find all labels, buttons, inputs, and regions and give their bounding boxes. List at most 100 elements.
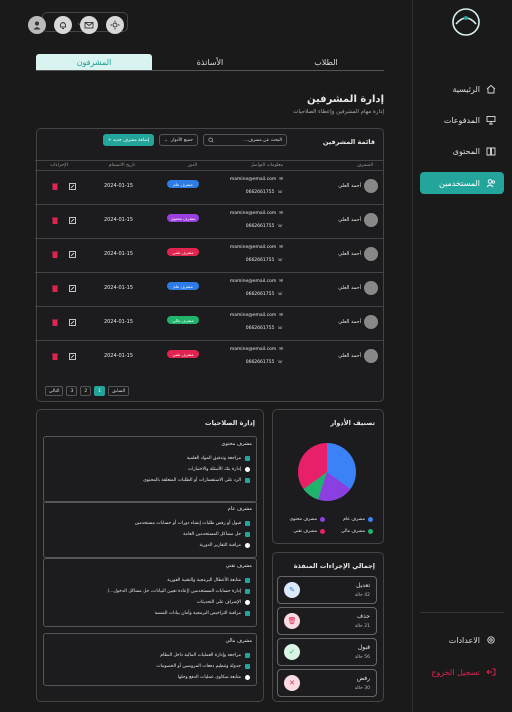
group-title: مشرف عام <box>227 506 252 512</box>
phone-icon: ☏ <box>277 224 283 229</box>
settings-link[interactable]: الاعدادات <box>420 630 504 650</box>
permission-item[interactable]: متابعة الأعطال البرمجية والتقنية الفورية <box>167 578 250 583</box>
table-row[interactable]: أحمد العلي ✉ mamine@email.com ☏ 0662661755 مش… <box>35 340 383 374</box>
table-row[interactable]: أحمد العلي ✉ mamine@email.com ☏ 0662661755 مش… <box>35 170 383 204</box>
permission-checkbox[interactable] <box>245 675 250 680</box>
sidebar-item-label: المستخدمين <box>439 178 480 188</box>
col-actions: الإجراءات <box>50 163 68 168</box>
sidebar-item-label: المدفوعات <box>443 115 480 125</box>
table-row[interactable]: أحمد العلي ✉ mamine@email.com ☏ 0662661755 مش… <box>35 238 383 272</box>
permission-item[interactable]: إدارة حسابات المستخدمين (إعادة تعيين الب… <box>107 589 250 594</box>
edit-icon[interactable] <box>69 217 76 224</box>
permission-item[interactable]: مراجعة وتدقيق المواد العلمية <box>187 456 250 461</box>
summary-icon: 🗑 <box>284 613 300 629</box>
delete-icon[interactable] <box>52 285 58 292</box>
supervisor-name: أحمد العلي <box>338 251 361 257</box>
page-button-2[interactable]: 2 <box>80 386 92 396</box>
tab-supervisors[interactable]: المشرفون <box>36 54 152 70</box>
delete-icon[interactable] <box>52 319 58 326</box>
add-supervisor-button[interactable]: إضافة مشرف جديد + <box>102 134 155 146</box>
phone-text: 0662661755 <box>245 190 275 195</box>
permission-checkbox[interactable] <box>245 600 250 605</box>
avatar <box>364 247 378 261</box>
permission-checkbox[interactable] <box>245 589 250 594</box>
role-badge: مشرف عام <box>167 180 199 188</box>
permission-item[interactable]: الإشراف على التحديثات <box>197 600 250 605</box>
edit-icon[interactable] <box>69 353 76 360</box>
table-row[interactable]: أحمد العلي ✉ mamine@email.com ☏ 0662661755 مش… <box>35 272 383 306</box>
permission-item[interactable]: مراجعة وإدارة العمليات المالية داخل النظ… <box>160 653 250 658</box>
permission-checkbox[interactable] <box>245 543 250 548</box>
permission-group: مشرف محتوى مراجعة وتدقيق المواد العلمية إد… <box>43 436 257 503</box>
permission-item[interactable]: إدارة بنك الأسئلة والاختبارات <box>188 467 250 472</box>
permission-item[interactable]: قبول أو رفض طلبات إنشاء دورات أو حسابات … <box>135 521 250 526</box>
tab-bar: الطلاب الأساتذة المشرفون <box>36 54 384 71</box>
table-controls: البحث عن مشرف... جميع الأدوار ⌄ إضافة مش… <box>102 134 287 146</box>
sun-icon <box>110 20 120 30</box>
permission-item[interactable]: مراقبة التراخيص البرمجية وأمان بيانات ال… <box>155 611 250 616</box>
sidebar-item-payments[interactable]: المدفوعات <box>420 110 504 130</box>
permission-checkbox[interactable] <box>245 653 250 658</box>
permission-item[interactable]: حل مشاكل المستخدمين العامة <box>183 532 250 537</box>
logout-link[interactable]: تسجيل الخروج <box>420 662 504 682</box>
delete-icon[interactable] <box>52 353 58 360</box>
messages-button[interactable] <box>80 16 98 34</box>
edit-icon[interactable] <box>69 183 76 190</box>
permission-item[interactable]: الرد على الاستفسارات أو الطلبات المتعلقة… <box>143 478 250 483</box>
delete-icon[interactable] <box>52 183 58 190</box>
permission-label: الرد على الاستفسارات أو الطلبات المتعلقة… <box>143 478 241 483</box>
legend-label: مشرف مالي <box>341 529 365 534</box>
table-search-input[interactable]: البحث عن مشرف... <box>203 134 287 146</box>
theme-toggle-button[interactable] <box>106 16 124 34</box>
page-button-1[interactable]: 1 <box>94 386 106 396</box>
avatar[interactable] <box>28 16 46 34</box>
table-row[interactable]: أحمد العلي ✉ mamine@email.com ☏ 0662661755 مش… <box>35 204 383 238</box>
permission-checkbox[interactable] <box>245 478 250 483</box>
sidebar-item-content[interactable]: المحتوى <box>420 141 504 161</box>
edit-icon[interactable] <box>69 319 76 326</box>
email: ✉ mamine@email.com <box>230 347 283 352</box>
permission-checkbox[interactable] <box>245 532 250 537</box>
legend-finance: مشرف مالي <box>341 529 373 534</box>
summary-label: قبول <box>357 644 370 651</box>
delete-icon[interactable] <box>52 251 58 258</box>
permission-checkbox[interactable] <box>245 611 250 616</box>
phone: ☏ 0662661755 <box>246 292 283 297</box>
gear-icon <box>487 636 495 644</box>
tab-teachers[interactable]: الأساتذة <box>196 57 224 67</box>
permission-label: جدولة وتنظيم دفعات المروضين أو الخصومات <box>156 664 241 669</box>
sidebar-item-users[interactable]: المستخدمين <box>420 172 504 194</box>
sidebar-item-home[interactable]: الرئيسية <box>420 79 504 99</box>
permission-checkbox[interactable] <box>245 578 250 583</box>
edit-icon[interactable] <box>69 251 76 258</box>
table-row[interactable]: أحمد العلي ✉ mamine@email.com ☏ 0662661755 مش… <box>35 306 383 340</box>
roles-distribution-card: تصنيف الأدوار مشرف عام مشرف محتوى مشرف م… <box>272 409 384 544</box>
permission-item[interactable]: متابعة شكاوى عمليات الدفع وحلها <box>178 675 250 680</box>
summary-item: قبول 56 حالة ✓ <box>277 638 377 666</box>
prev-page-button[interactable]: السابق <box>108 386 130 396</box>
permission-label: مراجعة وإدارة العمليات المالية داخل النظ… <box>160 653 241 658</box>
role-filter-select[interactable]: جميع الأدوار ⌄ <box>159 134 198 146</box>
phone: ☏ 0662661755 <box>246 360 283 365</box>
delete-icon[interactable] <box>52 217 58 224</box>
table-header: المشرف معلومات التواصل الدور تاريخ الانض… <box>35 160 383 170</box>
tab-students[interactable]: الطلاب <box>314 57 338 67</box>
permission-checkbox[interactable] <box>245 521 250 526</box>
email-text: mamine@email.com <box>229 177 277 182</box>
page-button-3[interactable]: 3 <box>66 386 78 396</box>
notifications-button[interactable] <box>54 16 72 34</box>
permission-group: مشرف مالي مراجعة وإدارة العمليات المالية … <box>43 633 257 686</box>
permission-checkbox[interactable] <box>245 467 250 472</box>
next-page-button[interactable]: التالي <box>45 386 64 396</box>
permission-checkbox[interactable] <box>245 456 250 461</box>
page-title: إدارة المشرفين <box>306 94 384 105</box>
phone-text: 0662661755 <box>245 224 275 229</box>
roles-title: تصنيف الأدوار <box>330 419 375 427</box>
edit-icon[interactable] <box>69 285 76 292</box>
chevron-down-icon: ⌄ <box>164 137 169 143</box>
permission-item[interactable]: جدولة وتنظيم دفعات المروضين أو الخصومات <box>156 664 250 669</box>
email: ✉ mamine@email.com <box>230 211 283 216</box>
permission-checkbox[interactable] <box>245 664 250 669</box>
permission-item[interactable]: مراقبة التقارير الدورية <box>200 543 250 548</box>
group-title: مشرف مالي <box>225 638 252 644</box>
